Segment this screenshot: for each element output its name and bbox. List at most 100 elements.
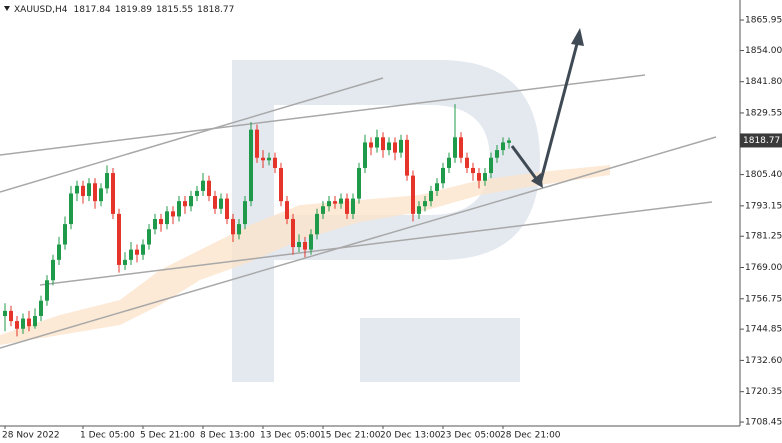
- candle-body: [423, 201, 427, 207]
- candle-body: [273, 157, 277, 168]
- candle-body: [417, 206, 421, 214]
- candle-body: [39, 300, 43, 316]
- y-tick-label: 1720.35: [745, 387, 782, 397]
- open-value: 1817.84: [74, 5, 111, 15]
- candle-body: [477, 173, 481, 181]
- y-tick-label: 1732.60: [745, 356, 782, 366]
- candle-body: [285, 201, 289, 219]
- candle-body: [315, 213, 319, 235]
- x-tick-label: 8 Dec 13:00: [200, 431, 255, 441]
- arrowhead: [571, 28, 584, 46]
- candle-body: [105, 173, 109, 189]
- price-label: 1818.77: [743, 136, 780, 146]
- candle-body: [429, 190, 433, 202]
- candle-body: [225, 198, 229, 219]
- candle-body: [57, 244, 61, 260]
- candle-body: [117, 213, 121, 265]
- x-tick-label: 13 Dec 05:00: [260, 431, 321, 441]
- high-value: 1819.89: [115, 5, 152, 15]
- candle-body: [69, 193, 73, 225]
- watermark-foot: [360, 318, 520, 382]
- candle-body: [441, 167, 445, 184]
- price-box: [740, 133, 782, 148]
- trend-lines: [0, 74, 717, 349]
- x-tick-label: 28 Dec 21:00: [500, 431, 561, 441]
- candle-body: [27, 318, 31, 327]
- y-tick-label: 1744.85: [745, 325, 782, 335]
- candle-body: [171, 211, 175, 217]
- trend-line: [0, 77, 384, 193]
- y-tick-label: 1841.80: [745, 77, 782, 87]
- candle-body: [249, 129, 253, 202]
- x-tick-label: 5 Dec 21:00: [140, 431, 195, 441]
- candle-body: [213, 196, 217, 209]
- y-tick-label: 1756.75: [745, 294, 782, 304]
- candle-body: [405, 139, 409, 176]
- candle-body: [369, 142, 373, 148]
- candle-body: [327, 201, 331, 207]
- candle-body: [339, 198, 343, 204]
- candle-body: [291, 218, 295, 248]
- candle-body: [387, 142, 391, 151]
- candle-body: [33, 315, 37, 327]
- candle-body: [393, 142, 397, 153]
- candle-body: [15, 321, 19, 329]
- candle-body: [81, 185, 85, 197]
- close-value: 1818.77: [197, 5, 234, 15]
- candle-body: [111, 173, 115, 214]
- candle-body: [75, 185, 79, 194]
- candle-body: [471, 167, 475, 174]
- candle-body: [153, 218, 157, 230]
- candle-body: [453, 137, 457, 158]
- header: XAUUSD,H4 1817.84 1819.89 1815.55 1818.77: [14, 5, 234, 15]
- candle-body: [465, 157, 469, 168]
- candle-body: [135, 249, 139, 255]
- candle-body: [207, 180, 211, 197]
- x-tick-label: 15 Dec 21:00: [320, 431, 381, 441]
- candle-body: [51, 259, 55, 281]
- candle-body: [303, 241, 307, 250]
- candle-body: [435, 183, 439, 191]
- candle-body: [507, 140, 511, 143]
- x-tick-label: 20 Dec 13:00: [380, 431, 441, 441]
- y-tick-label: 1708.45: [745, 418, 782, 428]
- forecast-arrows: [510, 28, 584, 188]
- candle-body: [63, 224, 67, 245]
- candle-body: [375, 137, 379, 148]
- plot: [3, 104, 511, 337]
- y-tick-label: 1865.95: [745, 16, 782, 26]
- symbol: XAUUSD,H4: [14, 5, 68, 15]
- arrowhead: [531, 173, 543, 188]
- candle-body: [279, 167, 283, 202]
- candle-body: [381, 137, 385, 151]
- candle-body: [297, 241, 301, 248]
- cloud: [0, 165, 610, 345]
- candle-body: [129, 249, 133, 260]
- candle-body: [165, 211, 169, 225]
- trend-line: [0, 136, 717, 349]
- y-tick-label: 1781.25: [745, 232, 782, 242]
- candle-body: [255, 129, 259, 158]
- candle-body: [99, 188, 103, 202]
- candle-body: [219, 198, 223, 209]
- candle-body: [201, 180, 205, 191]
- candle-body: [3, 310, 7, 316]
- candle-body: [237, 224, 241, 235]
- x-tick-label: 23 Dec 05:00: [440, 431, 501, 441]
- arrow-up: [538, 39, 580, 185]
- candle-body: [501, 142, 505, 151]
- candle-body: [447, 157, 451, 168]
- candle-body: [309, 234, 313, 250]
- y-tick-label: 1829.55: [745, 108, 782, 118]
- candle-body: [345, 198, 349, 214]
- candle-body: [495, 150, 499, 158]
- candle-body: [231, 218, 235, 235]
- candle-body: [261, 157, 265, 161]
- y-tick-label: 1805.40: [745, 170, 782, 180]
- watermark-bowl: [274, 60, 540, 260]
- candle-body: [45, 280, 49, 301]
- y-tick-label: 1769.00: [745, 263, 782, 273]
- candle-body: [267, 157, 271, 161]
- candle-body: [147, 229, 151, 245]
